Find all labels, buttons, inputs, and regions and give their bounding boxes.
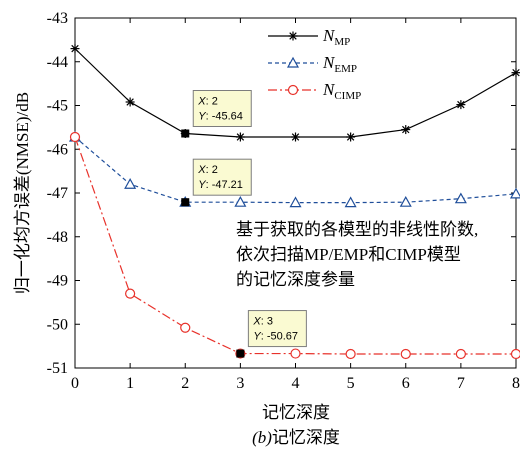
x-tick-label: 0 <box>71 375 79 392</box>
data-point-emp <box>124 178 137 189</box>
data-point-emp <box>344 196 357 208</box>
datatip: X: 2 Y: -47.21 <box>181 158 252 207</box>
legend-label-cimp: NCIMP <box>322 80 361 102</box>
annotation-line-1: 基于获取的各模型的非线性阶数, <box>236 220 478 239</box>
legend: NMP NEMP NCIMP <box>268 26 361 102</box>
y-tick-label: -49 <box>47 273 68 290</box>
legend-label-emp: NEMP <box>322 53 357 75</box>
datatip-x: X: 2 <box>197 96 218 108</box>
datatip-box <box>247 310 307 348</box>
x-tick-label: 6 <box>402 375 410 392</box>
data-point-mp <box>70 44 80 54</box>
datatip-anchor <box>181 129 190 138</box>
x-axis-label: 记忆深度 <box>262 403 330 422</box>
data-point-emp <box>289 196 302 208</box>
legend-item-mp: NMP <box>268 26 350 48</box>
x-tick-label: 5 <box>347 375 355 392</box>
x-tick-label: 1 <box>126 375 134 392</box>
legend-marker-symbol <box>288 31 298 41</box>
y-tick-label: -48 <box>47 229 68 246</box>
y-tick-label: -50 <box>47 316 68 333</box>
annotation-line-2: 依次扫描MP/EMP和CIMP模型 <box>236 245 461 264</box>
datatip-y: Y: -47.21 <box>198 179 243 191</box>
datatip: X: 2 Y: -45.64 <box>181 90 252 138</box>
legend-marker-symbol <box>287 84 299 96</box>
data-point-cimp <box>345 348 356 360</box>
data-point-cimp <box>455 348 466 360</box>
datatip: X: 3 Y: -50.67 <box>236 310 307 358</box>
annotation: 基于获取的各模型的非线性阶数, 依次扫描MP/EMP和CIMP模型 的记忆深度参… <box>236 220 478 289</box>
data-point-cimp <box>400 348 411 360</box>
legend-marker-symbol <box>286 56 300 68</box>
data-point-mp <box>456 100 466 110</box>
data-point-cimp <box>69 131 81 143</box>
data-point-cimp <box>180 322 191 333</box>
datatip-x: X: 2 <box>197 164 218 176</box>
data-point-emp <box>454 192 467 204</box>
datatip-box <box>192 90 252 127</box>
data-point-mp <box>291 132 300 142</box>
legend-item-cimp: NCIMP <box>268 80 361 102</box>
series-line-emp <box>74 136 517 204</box>
data-point-mp <box>125 97 135 107</box>
datatip-x: X: 3 <box>252 316 273 328</box>
x-tick-label: 3 <box>236 375 244 392</box>
data-point-mp <box>401 125 411 135</box>
data-point-mp <box>511 68 520 78</box>
y-tick-label: -45 <box>47 98 68 115</box>
x-tick-label: 8 <box>512 375 520 392</box>
data-point-mp <box>235 132 245 142</box>
series-layer <box>68 44 520 360</box>
data-point-mp <box>346 132 356 142</box>
datatip-y: Y: -45.64 <box>198 111 243 123</box>
datatip-anchor <box>236 349 245 358</box>
legend-marker-mp <box>288 31 298 41</box>
data-point-cimp <box>510 348 520 360</box>
y-tick-label: -47 <box>47 185 68 202</box>
y-tick-label: -51 <box>47 360 68 377</box>
datatip-y: Y: -50.67 <box>253 331 298 343</box>
data-point-cimp <box>125 288 136 299</box>
axis-ticks: 0 1 2 3 4 5 6 7 8 -51 -50 -49 -48 -47 -46 -45 -44 -43 <box>47 10 520 392</box>
data-point-cimp <box>290 348 301 359</box>
x-tick-label: 2 <box>181 375 189 392</box>
legend-item-emp: NEMP <box>268 53 357 75</box>
datatip-anchor <box>181 198 190 207</box>
legend-label-mp: NMP <box>322 26 350 48</box>
data-point-emp <box>399 195 412 207</box>
annotation-line-3: 的记忆深度参量 <box>236 270 355 289</box>
data-point-emp <box>509 187 520 199</box>
x-tick-label: 7 <box>457 375 465 392</box>
data-point-emp <box>234 195 247 207</box>
y-tick-label: -46 <box>47 141 68 158</box>
y-axis-label: 归一化均方误差(NMSE)/dB <box>13 92 32 294</box>
y-tick-label: -43 <box>47 10 68 27</box>
figure-caption: (b)记忆深度 <box>252 428 340 447</box>
datatip-box <box>192 158 252 196</box>
y-tick-label: -44 <box>47 54 68 71</box>
legend-marker-emp <box>286 56 300 68</box>
datatips-layer: X: 2 Y: -45.64 X: 2 Y: -47.21 X: 3 Y: -50.67 <box>181 90 307 358</box>
x-tick-label: 4 <box>292 375 300 392</box>
legend-marker-cimp <box>287 84 299 96</box>
